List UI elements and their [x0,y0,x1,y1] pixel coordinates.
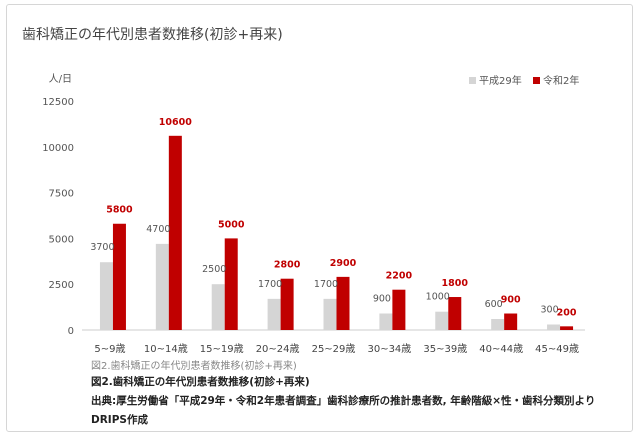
x-tick-label: 45~49歳 [535,343,579,355]
chart-frame [6,4,633,432]
legend-label: 令和2年 [543,74,579,87]
chart-title: 歯科矯正の年代別患者数推移(初診+再来) [22,27,283,43]
data-label-h29: 1700 [314,279,338,290]
y-unit-label: 人/日 [49,73,72,85]
figure-caption-bold: 図2.歯科矯正の年代別患者数推移(初診+再来) [91,376,310,388]
bar-h29 [491,319,505,330]
data-label-r2: 2200 [386,271,413,282]
bar-h29 [379,313,393,330]
bar-r2 [336,276,350,330]
x-tick-label: 20~24歳 [256,343,300,355]
data-label-r2: 1800 [442,278,469,289]
bar-r2 [168,135,182,330]
bar-r2 [448,297,462,330]
bar-h29 [155,243,169,330]
legend-label: 平成29年 [479,74,522,87]
bar-h29 [99,262,113,330]
source-note: 出典:厚生労働省「平成29年・令和2年患者調査」歯科診療所の推計患者数, 年齢階… [91,395,617,426]
data-label-h29: 1700 [258,279,282,290]
y-tick-label: 5000 [49,234,74,245]
bar-h29 [435,311,449,330]
x-tick-label: 10~14歳 [144,343,188,355]
y-tick-label: 0 [68,326,74,337]
bar-h29 [211,284,225,330]
x-tick-label: 40~44歳 [479,343,523,355]
data-label-h29: 2500 [202,264,226,275]
x-tick-label: 30~34歳 [367,343,411,355]
x-tick-label: 15~19歳 [200,343,244,355]
y-tick-label: 7500 [49,189,74,200]
bar-r2 [560,326,574,330]
bar-r2 [112,223,126,330]
data-label-r2: 900 [501,295,521,306]
data-label-r2: 200 [557,307,577,318]
y-tick-label: 12500 [42,97,74,108]
data-label-h29: 600 [485,299,503,310]
data-label-r2: 10600 [159,117,192,128]
data-label-h29: 300 [540,305,558,316]
figure-caption-small: 図2.歯科矯正の年代別患者数推移(初診+再来) [91,361,297,372]
data-label-h29: 4700 [146,224,170,235]
data-label-r2: 5000 [218,219,245,230]
bar-r2 [224,238,238,330]
legend-swatch [533,77,540,84]
bar-h29 [267,298,281,330]
x-tick-label: 25~29歳 [312,343,356,355]
x-tick-label: 5~9歳 [94,343,125,355]
data-label-r2: 2800 [274,260,301,271]
data-label-r2: 2900 [330,258,357,269]
x-tick-label: 35~39歳 [423,343,467,355]
bar-h29 [323,298,337,330]
data-label-h29: 1000 [426,292,450,303]
data-label-h29: 900 [373,294,391,305]
bar-h29 [547,324,561,330]
y-tick-label: 2500 [49,280,74,291]
legend-swatch [469,77,476,84]
bar-r2 [392,289,406,330]
bar-r2 [504,313,518,330]
y-tick-label: 10000 [42,143,74,154]
data-label-r2: 5800 [106,205,133,216]
data-label-h29: 3700 [90,242,114,253]
bar-r2 [280,278,294,330]
